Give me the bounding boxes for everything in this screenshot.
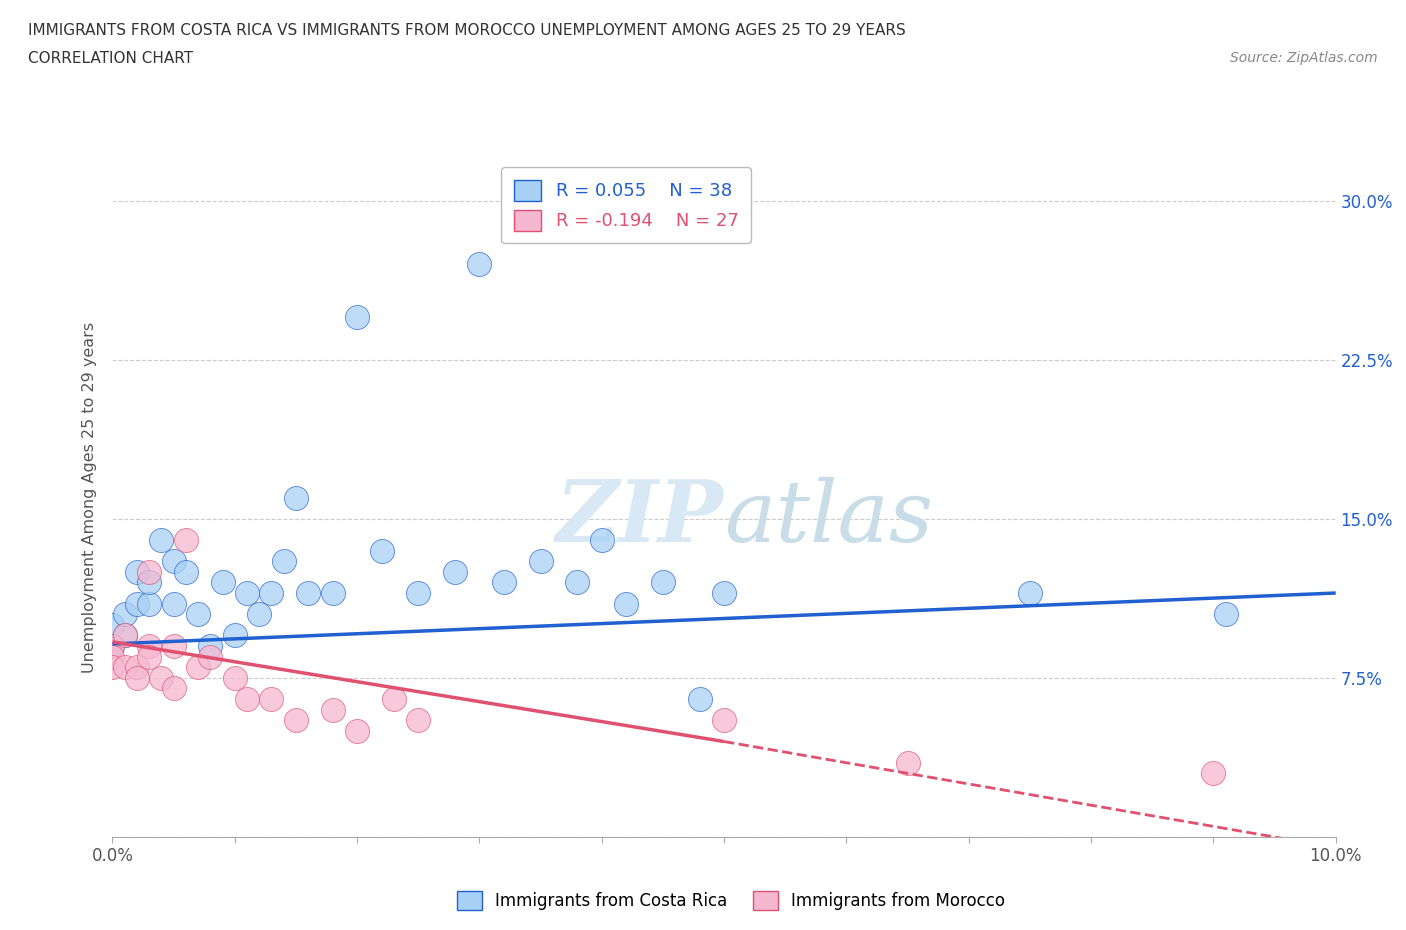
Point bbox=[138, 565, 160, 579]
Point bbox=[492, 575, 515, 590]
Point bbox=[138, 596, 160, 611]
Y-axis label: Unemployment Among Ages 25 to 29 years: Unemployment Among Ages 25 to 29 years bbox=[82, 322, 97, 673]
Point bbox=[260, 692, 283, 707]
Point bbox=[1202, 766, 1225, 781]
Point bbox=[897, 755, 920, 770]
Point bbox=[370, 543, 392, 558]
Point bbox=[187, 660, 209, 675]
Point bbox=[260, 586, 283, 601]
Point bbox=[408, 713, 430, 728]
Point bbox=[125, 671, 148, 685]
Point bbox=[101, 639, 124, 654]
Point bbox=[125, 660, 148, 675]
Text: atlas: atlas bbox=[724, 476, 934, 559]
Point bbox=[101, 660, 124, 675]
Point bbox=[567, 575, 589, 590]
Point bbox=[138, 649, 160, 664]
Text: IMMIGRANTS FROM COSTA RICA VS IMMIGRANTS FROM MOROCCO UNEMPLOYMENT AMONG AGES 25: IMMIGRANTS FROM COSTA RICA VS IMMIGRANTS… bbox=[28, 23, 905, 38]
Point bbox=[200, 649, 222, 664]
Point bbox=[101, 639, 124, 654]
Point bbox=[408, 586, 430, 601]
Point bbox=[1215, 606, 1237, 621]
Point bbox=[125, 596, 148, 611]
Point bbox=[224, 671, 246, 685]
Point bbox=[689, 692, 711, 707]
Point bbox=[187, 606, 209, 621]
Point bbox=[284, 713, 308, 728]
Point bbox=[591, 533, 613, 548]
Point bbox=[101, 618, 124, 632]
Point bbox=[114, 628, 136, 643]
Text: ZIP: ZIP bbox=[557, 476, 724, 560]
Point bbox=[713, 586, 735, 601]
Point bbox=[468, 257, 491, 272]
Point bbox=[224, 628, 246, 643]
Point bbox=[174, 533, 197, 548]
Point bbox=[163, 596, 186, 611]
Point bbox=[236, 586, 259, 601]
Point bbox=[150, 533, 173, 548]
Point bbox=[101, 649, 124, 664]
Text: Source: ZipAtlas.com: Source: ZipAtlas.com bbox=[1230, 51, 1378, 65]
Point bbox=[273, 553, 295, 568]
Point bbox=[652, 575, 675, 590]
Point bbox=[614, 596, 637, 611]
Point bbox=[138, 639, 160, 654]
Point bbox=[200, 639, 222, 654]
Point bbox=[114, 660, 136, 675]
Point bbox=[114, 628, 136, 643]
Point bbox=[322, 702, 344, 717]
Point bbox=[236, 692, 259, 707]
Legend: Immigrants from Costa Rica, Immigrants from Morocco: Immigrants from Costa Rica, Immigrants f… bbox=[450, 884, 1012, 917]
Point bbox=[163, 553, 186, 568]
Point bbox=[138, 575, 160, 590]
Point bbox=[297, 586, 319, 601]
Point bbox=[125, 565, 148, 579]
Point bbox=[150, 671, 173, 685]
Legend: R = 0.055    N = 38, R = -0.194    N = 27: R = 0.055 N = 38, R = -0.194 N = 27 bbox=[502, 167, 751, 243]
Point bbox=[444, 565, 467, 579]
Point bbox=[346, 310, 368, 325]
Point bbox=[713, 713, 735, 728]
Text: CORRELATION CHART: CORRELATION CHART bbox=[28, 51, 193, 66]
Point bbox=[382, 692, 405, 707]
Point bbox=[211, 575, 233, 590]
Point bbox=[163, 681, 186, 696]
Point bbox=[247, 606, 270, 621]
Point bbox=[114, 606, 136, 621]
Point bbox=[530, 553, 553, 568]
Point bbox=[1018, 586, 1040, 601]
Point bbox=[284, 490, 308, 505]
Point bbox=[322, 586, 344, 601]
Point bbox=[163, 639, 186, 654]
Point bbox=[174, 565, 197, 579]
Point bbox=[346, 724, 368, 738]
